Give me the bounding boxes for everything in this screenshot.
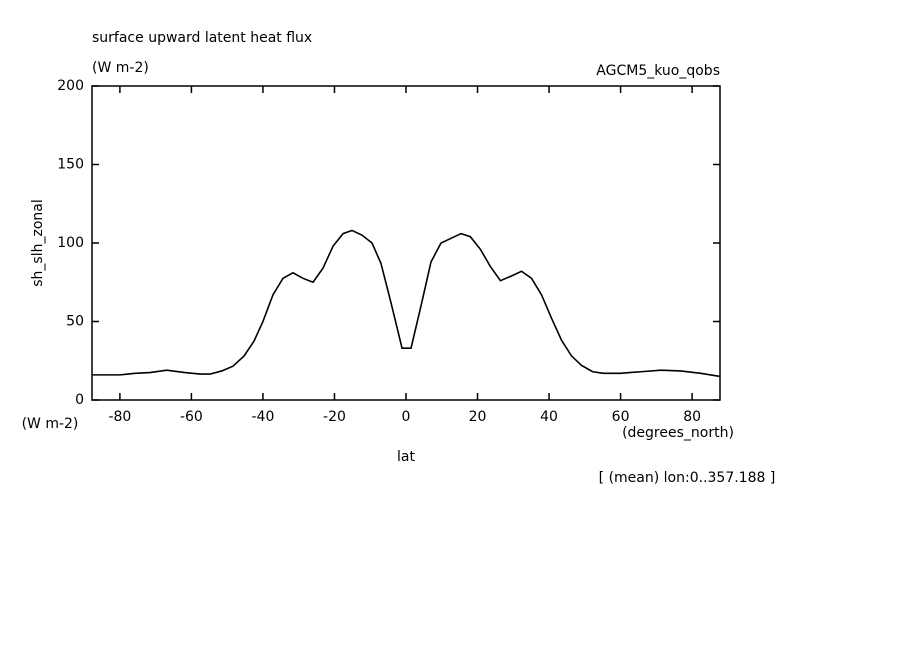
y-tick-label: 200 <box>57 78 84 94</box>
x-tick-label: 20 <box>469 409 487 425</box>
annotation: [ (mean) lon:0..357.188 ] <box>599 470 776 486</box>
data-line <box>92 229 721 378</box>
x-tick-label: -40 <box>252 409 275 425</box>
y-tick-label: 50 <box>66 314 84 330</box>
x-tick-label: -80 <box>108 409 131 425</box>
x-tick-label: 80 <box>683 409 701 425</box>
x-tick-label: -20 <box>323 409 346 425</box>
y-tick-label: 0 <box>75 392 84 408</box>
x-tick-label: 60 <box>612 409 630 425</box>
x-tick-label: 0 <box>402 409 411 425</box>
x-tick-label: 40 <box>540 409 558 425</box>
chart-subtitle: (W m-2) <box>92 60 149 76</box>
y-tick-label: 100 <box>57 235 84 251</box>
y-axis-label: sh_slh_zonal <box>30 199 46 286</box>
y-tick-label: 150 <box>57 157 84 173</box>
x-axis-label: lat <box>397 449 415 465</box>
plot-frame <box>91 85 721 401</box>
chart-title: surface upward latent heat flux <box>92 30 312 46</box>
dataset-label: AGCM5_kuo_qobs <box>596 63 720 79</box>
x-units: (degrees_north) <box>622 425 734 441</box>
x-tick-label: -60 <box>180 409 203 425</box>
y-units: (W m-2) <box>22 416 79 432</box>
